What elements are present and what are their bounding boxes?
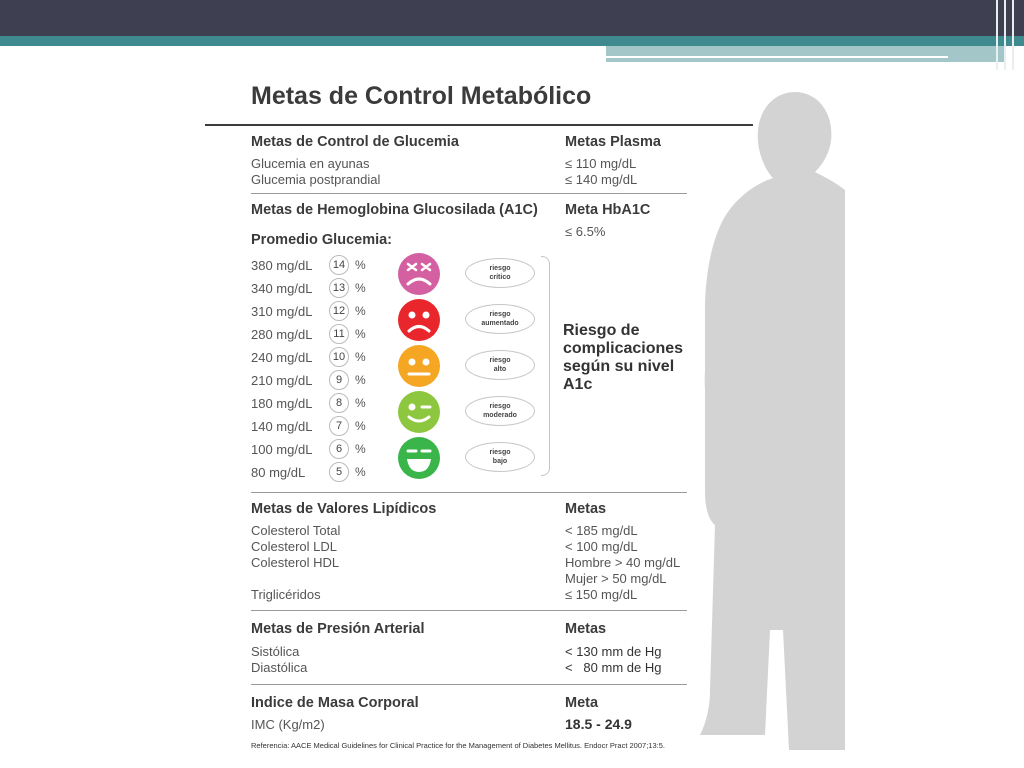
imc-header: Indice de Masa Corporal <box>251 695 419 711</box>
glucose-average: 380 mg/dL <box>251 258 313 273</box>
lipid-row-label: Colesterol Total <box>251 523 341 538</box>
percent-symbol: % <box>355 258 366 272</box>
human-silhouette-icon <box>700 92 845 750</box>
risk-bubble-line: riesgo <box>489 403 511 410</box>
lipid-row-label: Triglicéridos <box>251 587 321 602</box>
a1c-badge: 9 <box>329 370 349 390</box>
slide-accent-bar-light <box>606 46 1006 62</box>
section-divider <box>251 610 687 611</box>
glucose-average: 310 mg/dL <box>251 304 313 319</box>
risk-bubble-moderate: riesgo moderado <box>465 396 535 426</box>
percent-symbol: % <box>355 327 366 341</box>
reference-note: Referencia: AACE Medical Guidelines for … <box>251 741 665 750</box>
a1c-header-value: Meta HbA1C <box>565 202 651 218</box>
lipid-row-value: ≤ 150 mg/dL <box>565 587 638 602</box>
presion-header: Metas de Presión Arterial <box>251 621 425 637</box>
risk-bubble-line: riesgo <box>489 357 511 364</box>
glucemia-row-value: ≤ 140 mg/dL <box>565 172 638 187</box>
glucose-average: 280 mg/dL <box>251 327 313 342</box>
risk-bubble-line: alto <box>493 366 507 373</box>
imc-header-value: Meta <box>565 695 599 711</box>
presion-row-value: < 80 mm de Hg <box>565 660 662 675</box>
slide-top-bar <box>0 0 1024 36</box>
risk-bubble-line: crítico <box>489 274 511 281</box>
risk-bubble-high: riesgo alto <box>465 350 535 380</box>
slide-accent-line <box>606 56 948 58</box>
risk-brace <box>541 256 550 476</box>
risk-bubble-increased: riesgo aumentado <box>465 304 535 334</box>
lipid-row-label: Colesterol LDL <box>251 539 337 554</box>
glucose-average: 80 mg/dL <box>251 465 306 480</box>
lipidos-header: Metas de Valores Lipídicos <box>251 501 437 517</box>
risk-complications-label: Riesgo de complicaciones según su nivel … <box>563 322 684 393</box>
a1c-badge: 8 <box>329 393 349 413</box>
risk-bubble-line: moderado <box>483 412 517 419</box>
glucose-average: 240 mg/dL <box>251 350 313 365</box>
a1c-badge: 13 <box>329 278 349 298</box>
lipid-row-value: Hombre > 40 mg/dL <box>565 555 681 570</box>
moderate-risk-face-icon <box>398 391 440 433</box>
a1c-target: ≤ 6.5% <box>565 224 606 239</box>
glucose-average: 210 mg/dL <box>251 373 313 388</box>
low-risk-face-icon <box>398 437 440 479</box>
section-divider <box>251 193 687 194</box>
risk-bubble-line: bajo <box>492 458 508 465</box>
lipid-row-value: Mujer > 50 mg/dL <box>565 571 667 586</box>
glucemia-header: Metas de Control de Glucemia <box>251 134 459 150</box>
percent-symbol: % <box>355 350 366 364</box>
a1c-badge: 14 <box>329 255 349 275</box>
percent-symbol: % <box>355 281 366 295</box>
slide-accent-bar <box>0 36 1024 46</box>
a1c-badge: 6 <box>329 439 349 459</box>
slide-edge-line <box>1004 0 1006 70</box>
risk-bubble-line: riesgo <box>489 265 511 272</box>
glucemia-header-value: Metas Plasma <box>565 134 661 150</box>
metabolic-goals-document: Metas de Control Metabólico Metas de Con… <box>205 70 845 760</box>
slide-edge-line <box>1012 0 1014 70</box>
a1c-badge: 11 <box>329 324 349 344</box>
lipid-row-value: < 100 mg/dL <box>565 539 638 554</box>
glucose-average: 340 mg/dL <box>251 281 313 296</box>
a1c-badge: 10 <box>329 347 349 367</box>
high-risk-face-icon <box>398 345 440 387</box>
percent-symbol: % <box>355 442 366 456</box>
glucemia-row-label: Glucemia postprandial <box>251 172 381 187</box>
presion-header-value: Metas <box>565 621 607 637</box>
glucose-average: 140 mg/dL <box>251 419 313 434</box>
risk-bubble-critical: riesgo crítico <box>465 258 535 288</box>
imc-value: 18.5 - 24.9 <box>565 716 632 732</box>
percent-symbol: % <box>355 373 366 387</box>
a1c-badge: 7 <box>329 416 349 436</box>
document-title: Metas de Control Metabólico <box>251 82 592 110</box>
increased-risk-face-icon <box>398 299 440 341</box>
section-divider <box>251 684 687 685</box>
glucemia-row-value: ≤ 110 mg/dL <box>565 156 637 171</box>
lipid-row-label: Colesterol HDL <box>251 555 340 570</box>
risk-bubble-line: riesgo <box>489 449 511 456</box>
critical-risk-face-icon <box>398 253 440 295</box>
a1c-header: Metas de Hemoglobina Glucosilada (A1C) <box>251 202 538 218</box>
lipid-row-value: < 185 mg/dL <box>565 523 638 538</box>
imc-label: IMC (Kg/m2) <box>251 717 325 732</box>
risk-bubble-line: aumentado <box>481 320 519 327</box>
percent-symbol: % <box>355 304 366 318</box>
lipidos-header-value: Metas <box>565 501 607 517</box>
risk-bubble-low: riesgo bajo <box>465 442 535 472</box>
glucemia-row-label: Glucemia en ayunas <box>251 156 370 171</box>
percent-symbol: % <box>355 419 366 433</box>
presion-row-label: Sistólica <box>251 644 300 659</box>
title-divider <box>205 124 753 126</box>
a1c-badge: 12 <box>329 301 349 321</box>
promedio-glucemia-label: Promedio Glucemia: <box>251 232 393 248</box>
glucose-average: 100 mg/dL <box>251 442 313 457</box>
section-divider <box>251 492 687 493</box>
a1c-badge: 5 <box>329 462 349 482</box>
percent-symbol: % <box>355 465 366 479</box>
risk-bubble-line: riesgo <box>489 311 511 318</box>
slide-edge-line <box>996 0 998 70</box>
glucose-average: 180 mg/dL <box>251 396 313 411</box>
presion-row-value: < 130 mm de Hg <box>565 644 662 659</box>
percent-symbol: % <box>355 396 366 410</box>
presion-row-label: Diastólica <box>251 660 308 675</box>
